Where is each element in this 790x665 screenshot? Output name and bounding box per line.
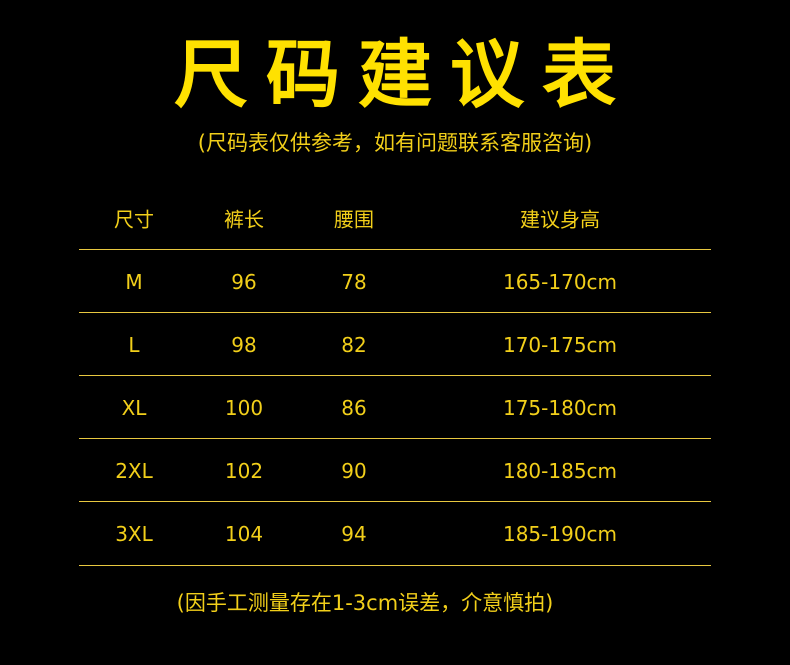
table-cell: 90 — [341, 458, 367, 483]
table-cell: 98 — [231, 332, 257, 357]
table-cell: 94 — [341, 522, 367, 546]
row-divider — [79, 375, 711, 376]
table-cell: 165-170cm — [502, 269, 618, 294]
table-cell: 82 — [341, 332, 367, 357]
table-cell: L — [128, 332, 140, 357]
table-cell: 78 — [341, 269, 367, 294]
table-cell: 170-175cm — [502, 332, 618, 357]
table-cell: XL — [121, 395, 147, 420]
table-cell: 175-180cm — [502, 395, 618, 420]
table-cell: 185-190cm — [502, 522, 618, 546]
table-cell: 102 — [224, 458, 264, 483]
column-header: 腰围 — [334, 207, 374, 232]
footer-note: (因手工测量存在1-3cm误差，介意慎拍) — [176, 591, 554, 615]
table-cell: 180-185cm — [502, 458, 618, 483]
table-cell: 104 — [224, 522, 264, 546]
column-header: 尺寸 — [114, 207, 154, 232]
table-cell: 3XL — [115, 522, 153, 546]
row-divider — [79, 249, 711, 250]
row-divider — [79, 438, 711, 439]
table-cell: 96 — [231, 269, 257, 294]
row-divider — [79, 312, 711, 313]
page-title: 尺码建议表 — [174, 32, 634, 118]
table-cell: 86 — [341, 395, 367, 420]
table-cell: 2XL — [115, 458, 153, 483]
column-header: 建议身高 — [520, 207, 600, 232]
table-cell: 100 — [224, 395, 264, 420]
row-divider — [79, 501, 711, 502]
table-cell: M — [125, 269, 143, 294]
column-header: 裤长 — [224, 207, 264, 232]
row-divider — [79, 565, 711, 566]
subtitle: (尺码表仅供参考，如有问题联系客服咨询) — [197, 131, 593, 155]
